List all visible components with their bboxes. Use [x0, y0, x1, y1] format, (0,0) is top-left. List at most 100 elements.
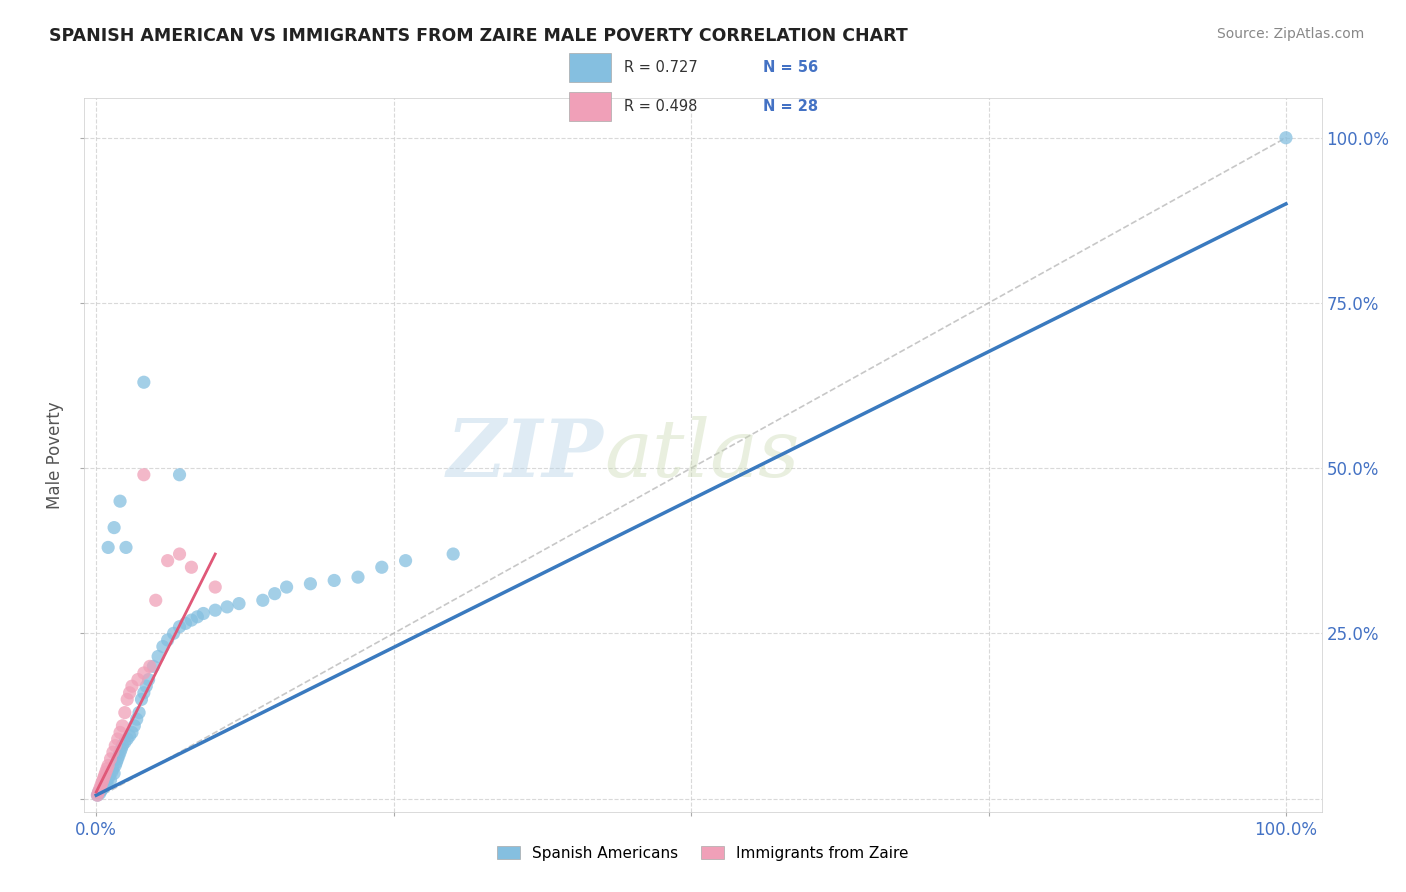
FancyBboxPatch shape [569, 92, 610, 120]
Point [93, 778, 115, 792]
Text: SPANISH AMERICAN VS IMMIGRANTS FROM ZAIRE MALE POVERTY CORRELATION CHART: SPANISH AMERICAN VS IMMIGRANTS FROM ZAIR… [49, 27, 908, 45]
Point [104, 739, 127, 753]
Point [115, 541, 138, 555]
Text: R = 0.727: R = 0.727 [624, 60, 697, 75]
Point [89, 786, 111, 800]
Point [135, 679, 157, 693]
Point [91, 781, 114, 796]
Text: N = 28: N = 28 [763, 99, 818, 114]
Point [299, 576, 322, 591]
Point [252, 593, 274, 607]
Point [1275, 130, 1298, 145]
Point [108, 494, 131, 508]
Point [323, 574, 346, 588]
Point [93, 772, 115, 786]
Point [101, 762, 124, 776]
Point [100, 772, 122, 787]
Point [146, 649, 169, 664]
Point [98, 768, 121, 782]
Point [145, 593, 167, 607]
Point [111, 719, 134, 733]
Point [111, 739, 134, 753]
Text: ZIP: ZIP [447, 417, 605, 493]
Point [108, 748, 131, 763]
Point [87, 785, 110, 799]
Point [86, 788, 108, 802]
Point [276, 580, 298, 594]
Point [96, 777, 118, 791]
Point [127, 673, 149, 687]
Point [156, 554, 179, 568]
Point [107, 732, 129, 747]
Text: R = 0.498: R = 0.498 [624, 99, 697, 114]
Point [91, 775, 114, 789]
Point [132, 376, 155, 390]
Text: Source: ZipAtlas.com: Source: ZipAtlas.com [1216, 27, 1364, 41]
Point [105, 755, 128, 769]
Point [101, 745, 124, 759]
Point [204, 580, 226, 594]
Point [121, 725, 143, 739]
Point [180, 613, 202, 627]
FancyBboxPatch shape [569, 54, 610, 82]
Point [97, 758, 120, 772]
Point [93, 768, 115, 782]
Point [108, 725, 131, 739]
Point [94, 765, 117, 780]
Point [97, 541, 120, 555]
Point [96, 762, 118, 776]
Point [114, 706, 136, 720]
Point [89, 781, 111, 796]
Point [104, 758, 127, 772]
Point [125, 712, 148, 726]
Point [121, 679, 143, 693]
Point [263, 587, 285, 601]
Point [142, 659, 165, 673]
Point [110, 742, 132, 756]
Point [132, 686, 155, 700]
Text: atlas: atlas [605, 417, 800, 493]
Point [217, 599, 239, 614]
Point [107, 752, 129, 766]
Point [169, 467, 191, 482]
Point [94, 775, 117, 789]
Legend: Spanish Americans, Immigrants from Zaire: Spanish Americans, Immigrants from Zaire [489, 838, 917, 868]
Point [371, 560, 394, 574]
Point [118, 729, 141, 743]
Point [90, 778, 112, 792]
Point [180, 560, 202, 574]
Point [152, 640, 174, 654]
Point [87, 785, 110, 799]
Text: N = 56: N = 56 [763, 60, 818, 75]
Point [347, 570, 370, 584]
Point [100, 765, 122, 780]
Point [97, 772, 120, 786]
Point [138, 673, 160, 687]
Point [204, 603, 226, 617]
Point [93, 780, 115, 794]
Point [114, 735, 136, 749]
Point [86, 788, 108, 802]
Point [441, 547, 464, 561]
Point [90, 783, 112, 797]
Point [132, 467, 155, 482]
Point [103, 766, 125, 780]
Point [115, 692, 138, 706]
Y-axis label: Male Poverty: Male Poverty [46, 401, 65, 508]
Point [394, 554, 416, 568]
Point [169, 547, 191, 561]
Point [156, 632, 179, 647]
Point [139, 659, 162, 673]
Point [128, 706, 150, 720]
Point [124, 719, 146, 733]
Point [115, 732, 138, 747]
Point [118, 686, 141, 700]
Point [174, 616, 197, 631]
Point [132, 665, 155, 680]
Point [131, 692, 153, 706]
Point [228, 597, 250, 611]
Point [193, 607, 215, 621]
Point [100, 752, 122, 766]
Point [103, 520, 125, 534]
Point [169, 620, 191, 634]
